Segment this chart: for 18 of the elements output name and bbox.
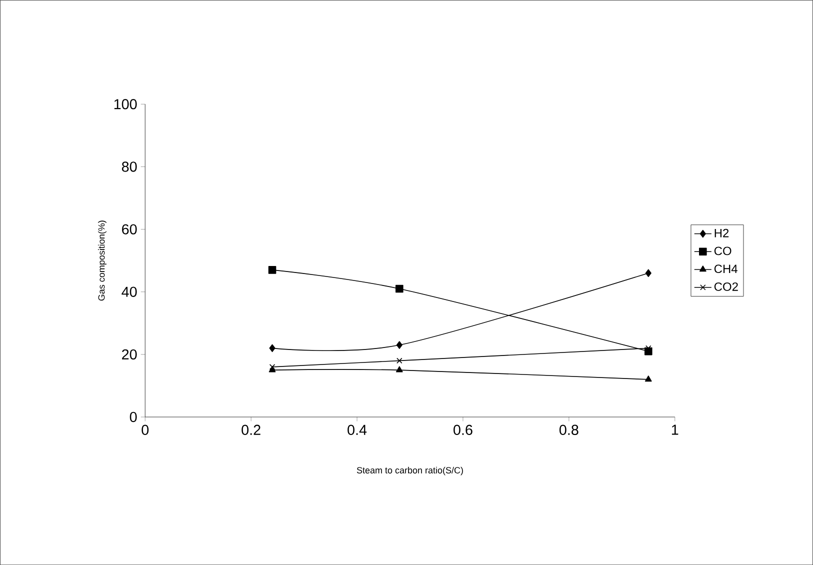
x-tick-label: 0.2 [242, 424, 260, 435]
x-axis-title: Steam to carbon ratio(S/C) [356, 466, 463, 476]
x-tick-label: 1 [672, 424, 678, 435]
y-tick-label: 100 [114, 98, 137, 110]
legend-label: CO [714, 246, 732, 256]
legend-label: H2 [714, 228, 729, 238]
legend-label: CH4 [714, 264, 738, 273]
y-tick-label: 80 [122, 162, 137, 172]
x-tick-label: 0.6 [454, 424, 472, 435]
y-tick-label: 20 [122, 349, 137, 360]
x-tick-label: 0.8 [559, 424, 578, 435]
y-axis-title: Gas composition(%) [98, 220, 106, 301]
x-tick-label: 0 [142, 424, 149, 435]
x-tick-label: 0.4 [348, 424, 367, 435]
y-tick-label: 60 [122, 224, 137, 234]
y-tick-label: 40 [122, 286, 137, 297]
legend-label: CO2 [714, 282, 738, 291]
y-tick-label: 0 [130, 412, 137, 422]
